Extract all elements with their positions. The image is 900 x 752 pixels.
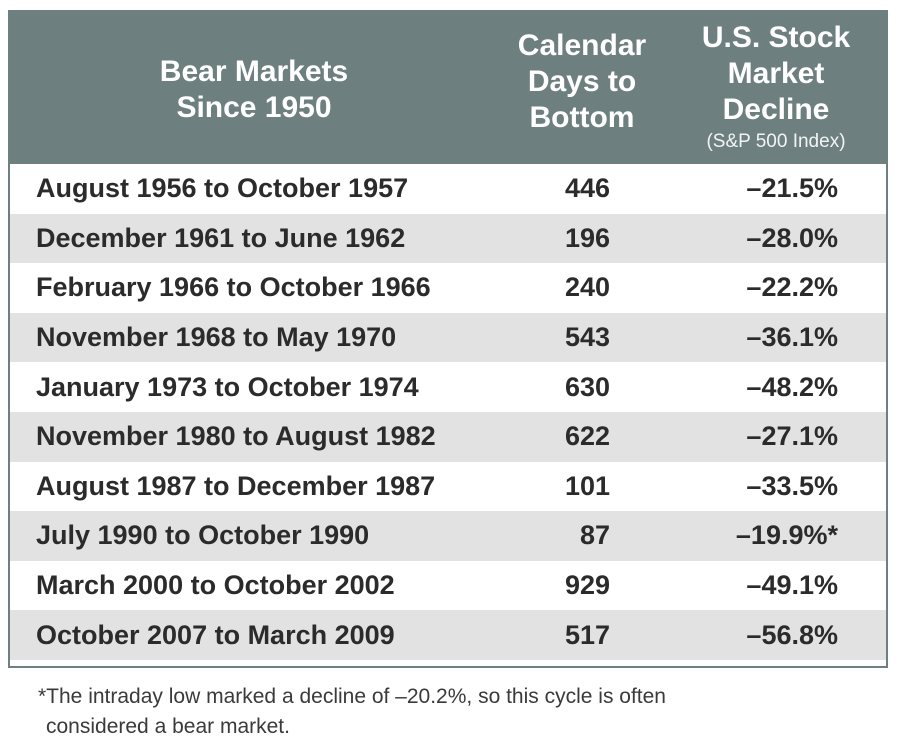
header-period-line-1: Bear Markets	[159, 55, 349, 88]
footnote: *The intraday low marked a decline of –2…	[38, 682, 858, 742]
cell-period: August 1956 to October 1957	[36, 173, 409, 204]
table-row: January 1973 to October 1974 630 –48.2%	[10, 362, 886, 412]
cell-days: 630	[564, 371, 610, 402]
cell-days: 87	[579, 520, 610, 551]
cell-period: January 1973 to October 1974	[36, 371, 419, 402]
header-decline-subtitle: (S&P 500 Index)	[706, 131, 846, 152]
cell-days: 622	[564, 421, 610, 452]
table-row: February 1966 to October 1966 240 –22.2%	[10, 263, 886, 313]
header-days-line-1: Calendar	[517, 29, 647, 62]
header-days-line-3: Bottom	[529, 101, 635, 134]
table-row: October 2007 to March 2009 517 –56.8%	[10, 610, 886, 660]
cell-days: 517	[564, 619, 610, 650]
table-row: March 2000 to October 2002 929 –49.1%	[10, 561, 886, 611]
cell-decline: –56.8%	[746, 619, 838, 650]
cell-period: July 1990 to October 1990	[36, 520, 370, 551]
cell-decline: –19.9%*	[735, 520, 838, 551]
cell-decline: –21.5%	[746, 173, 838, 204]
cell-days: 240	[564, 272, 610, 303]
header-decline-line-1: U.S. Stock	[701, 21, 851, 54]
cell-period: March 2000 to October 2002	[36, 570, 395, 601]
cell-period: November 1980 to August 1982	[36, 421, 436, 452]
cell-days: 196	[564, 222, 610, 253]
cell-days: 543	[564, 322, 610, 353]
header-decline-line-3: Decline	[722, 93, 830, 126]
header-period: Bear Markets Since 1950	[10, 12, 498, 164]
cell-decline: –22.2%	[746, 272, 838, 303]
table-row: August 1987 to December 1987 101 –33.5%	[10, 462, 886, 512]
bear-markets-table: Bear Markets Since 1950 Calendar Days to…	[8, 10, 888, 668]
table-row: December 1961 to June 1962 196 –28.0%	[10, 213, 886, 264]
cell-decline: –48.2%	[746, 371, 838, 402]
header-period-line-2: Since 1950	[176, 91, 332, 124]
footnote-line-2: considered a bear market.	[46, 715, 290, 738]
cell-period: December 1961 to June 1962	[36, 222, 406, 253]
table-row: August 1956 to October 1957 446 –21.5%	[10, 164, 886, 214]
table-row: November 1980 to August 1982 622 –27.1%	[10, 411, 886, 462]
cell-decline: –36.1%	[746, 322, 838, 353]
cell-days: 101	[564, 470, 610, 501]
cell-decline: –49.1%	[746, 570, 838, 601]
cell-days: 446	[564, 173, 610, 204]
cell-period: February 1966 to October 1966	[36, 272, 431, 303]
table-header: Bear Markets Since 1950 Calendar Days to…	[10, 12, 886, 164]
cell-period: October 2007 to March 2009	[36, 619, 395, 650]
cell-decline: –27.1%	[746, 421, 838, 452]
cell-decline: –28.0%	[746, 222, 838, 253]
header-decline: U.S. Stock Market Decline (S&P 500 Index…	[666, 12, 886, 164]
table-body: August 1956 to October 1957 446 –21.5% D…	[10, 164, 886, 660]
footnote-line-1: *The intraday low marked a decline of –2…	[38, 685, 666, 708]
cell-decline: –33.5%	[746, 470, 838, 501]
header-days: Calendar Days to Bottom	[498, 12, 666, 164]
table-row: July 1990 to October 1990 87 –19.9%*	[10, 511, 886, 561]
table-row: November 1968 to May 1970 543 –36.1%	[10, 312, 886, 363]
cell-period: August 1987 to December 1987	[36, 470, 436, 501]
cell-days: 929	[564, 570, 610, 601]
header-days-line-2: Days to	[527, 65, 637, 98]
cell-period: November 1968 to May 1970	[36, 322, 397, 353]
header-decline-line-2: Market	[727, 57, 825, 90]
